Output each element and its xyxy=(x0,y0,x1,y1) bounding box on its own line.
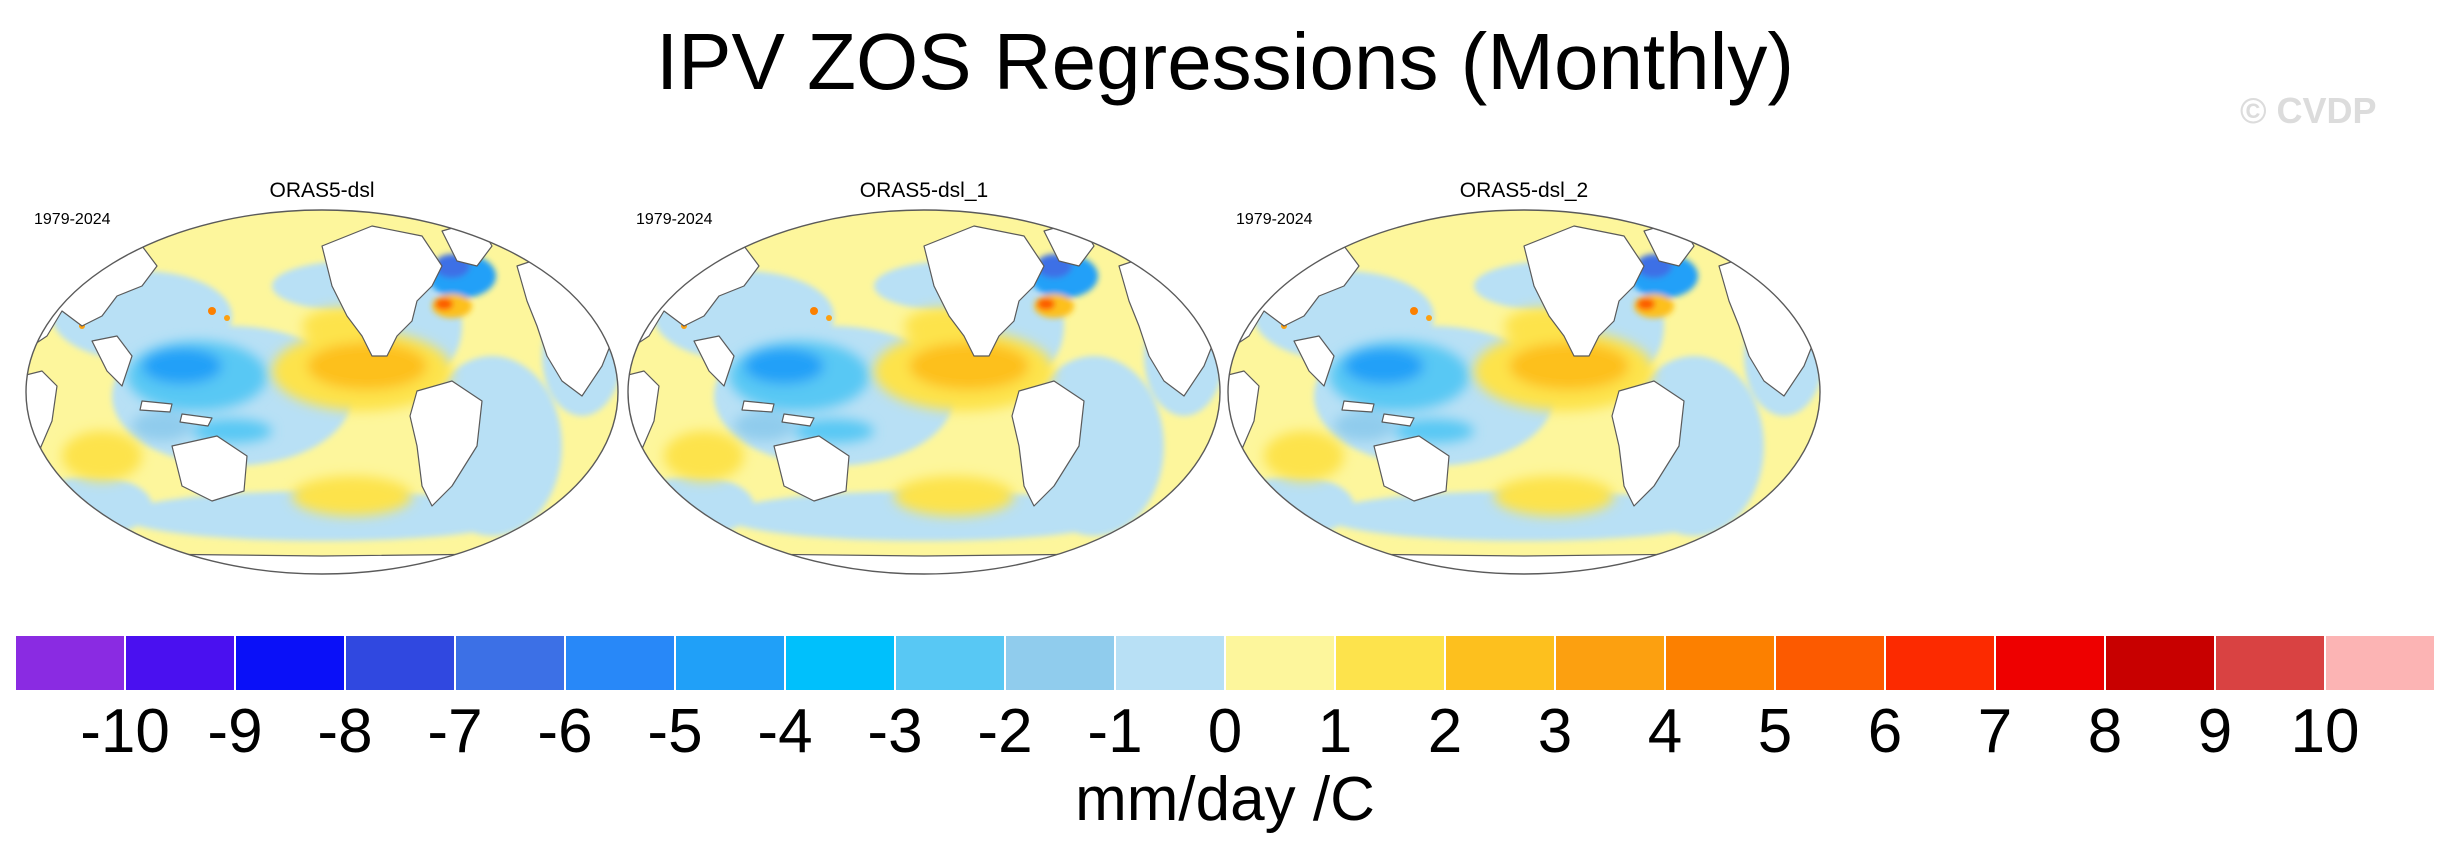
colorbar-box xyxy=(1005,635,1115,691)
panel-title: ORAS5-dsl_1 xyxy=(859,179,989,202)
colorbar-tick-label: -9 xyxy=(207,697,263,766)
colorbar-box xyxy=(345,635,455,691)
colorbar-box xyxy=(1225,635,1335,691)
colorbar-box xyxy=(2325,635,2435,691)
cvdp-watermark: © CVDP xyxy=(2240,90,2377,131)
colorbar-box xyxy=(1885,635,1995,691)
map-panel-3: ORAS5-dsl_2 1979-2024 xyxy=(1224,178,1824,578)
regression-map xyxy=(1224,206,1824,578)
colorbar-box xyxy=(785,635,895,691)
colorbar-tick-label: -5 xyxy=(647,697,703,766)
colorbar-box xyxy=(895,635,1005,691)
colorbar-box xyxy=(1665,635,1775,691)
colorbar-box xyxy=(1995,635,2105,691)
colorbar-tick-label: -7 xyxy=(427,697,483,766)
colorbar-tick-label: -4 xyxy=(757,697,813,766)
colorbar-box xyxy=(1115,635,1225,691)
map-panel-1: ORAS5-dsl 1979-2024 xyxy=(22,178,622,578)
colorbar-units: mm/day /C xyxy=(1075,765,1375,834)
panel-title: ORAS5-dsl xyxy=(269,179,375,202)
colorbar-tick-label: 8 xyxy=(2087,697,2123,766)
colorbar-tick-label: 3 xyxy=(1537,697,1573,766)
colorbar-tick-label: 6 xyxy=(1867,697,1903,766)
colorbar-tick-label: 5 xyxy=(1757,697,1793,766)
colorbar-box xyxy=(235,635,345,691)
colorbar-tick-label: 10 xyxy=(2290,697,2360,766)
colorbar-tick-label: -10 xyxy=(80,697,170,766)
colorbar-tick-label: 4 xyxy=(1647,697,1683,766)
colorbar-tick-label: -6 xyxy=(537,697,593,766)
colorbar-tick-label: 9 xyxy=(2197,697,2233,766)
colorbar-box xyxy=(2105,635,2215,691)
regression-map xyxy=(624,206,1224,578)
colorbar-box xyxy=(1555,635,1665,691)
colorbar-tick-label: 7 xyxy=(1977,697,2013,766)
panel-period: 1979-2024 xyxy=(636,211,713,228)
panel-title: ORAS5-dsl_2 xyxy=(1459,179,1589,202)
map-panel-2: ORAS5-dsl_1 1979-2024 xyxy=(624,178,1224,578)
colorbar-tick-label: -2 xyxy=(977,697,1033,766)
regression-map xyxy=(22,206,622,578)
colorbar-tick-label: -3 xyxy=(867,697,923,766)
colorbar xyxy=(15,635,2435,693)
colorbar-tick-label: 2 xyxy=(1427,697,1463,766)
colorbar-tick-label: 1 xyxy=(1317,697,1353,766)
colorbar-box xyxy=(675,635,785,691)
colorbar-tick-label: -8 xyxy=(317,697,373,766)
colorbar-box xyxy=(2215,635,2325,691)
colorbar-box xyxy=(455,635,565,691)
colorbar-box xyxy=(1445,635,1555,691)
colorbar-tick-label: 0 xyxy=(1207,697,1243,766)
colorbar-box xyxy=(565,635,675,691)
colorbar-box xyxy=(15,635,125,691)
colorbar-box xyxy=(1335,635,1445,691)
colorbar-box xyxy=(125,635,235,691)
figure-title: IPV ZOS Regressions (Monthly) xyxy=(655,17,1795,106)
panel-period: 1979-2024 xyxy=(1236,211,1313,228)
panel-period: 1979-2024 xyxy=(34,211,111,228)
colorbar-tick-label: -1 xyxy=(1087,697,1143,766)
colorbar-box xyxy=(1775,635,1885,691)
